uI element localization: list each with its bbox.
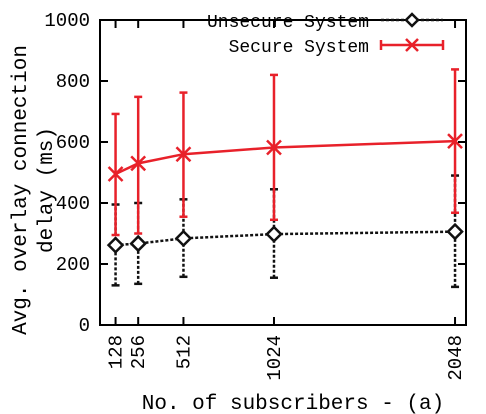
legend-marker-secure	[405, 38, 419, 52]
data-point	[266, 139, 282, 156]
data-point	[107, 166, 124, 182]
series-line	[115, 139, 456, 176]
error-bars-layer	[111, 68, 460, 289]
legend-marker-unsecure	[404, 12, 420, 28]
x-tick-label: 2048	[445, 335, 467, 381]
markers-layer	[106, 133, 464, 254]
data-point	[175, 146, 192, 163]
legend: Unsecure System Secure System	[207, 12, 445, 58]
series-lines-layer	[115, 139, 456, 247]
y-axis-label-line2: delay (ms)	[36, 127, 59, 253]
x-axis-label: No. of subscribers - (a)	[142, 393, 444, 414]
data-point	[446, 222, 464, 241]
y-tick-label: 0	[79, 315, 90, 337]
data-point	[447, 133, 463, 149]
x-axis: 128 256 512 1024 2048	[106, 20, 467, 381]
x-tick-label: 256	[128, 335, 150, 369]
x-tick-label: 128	[106, 335, 128, 369]
data-point	[129, 234, 147, 253]
series-line	[115, 230, 456, 247]
y-tick-label: 1000	[44, 10, 90, 32]
x-tick-label: 1024	[264, 335, 286, 381]
data-point	[106, 236, 125, 254]
legend-label-secure: Secure System	[229, 38, 369, 58]
y-tick-label: 400	[56, 193, 90, 215]
data-point	[174, 229, 193, 248]
y-tick-label: 800	[56, 71, 90, 93]
y-tick-label: 200	[56, 254, 90, 276]
data-point	[130, 155, 147, 172]
x-tick-label: 512	[173, 335, 195, 369]
y-axis-label-line1: Avg. overlay connection	[10, 45, 33, 335]
data-point	[265, 225, 283, 243]
y-axis: 0 200 400 600 800 1000	[44, 10, 466, 337]
legend-label-unsecure: Unsecure System	[207, 13, 369, 33]
y-tick-label: 600	[56, 132, 90, 154]
plot-frame	[99, 19, 467, 326]
